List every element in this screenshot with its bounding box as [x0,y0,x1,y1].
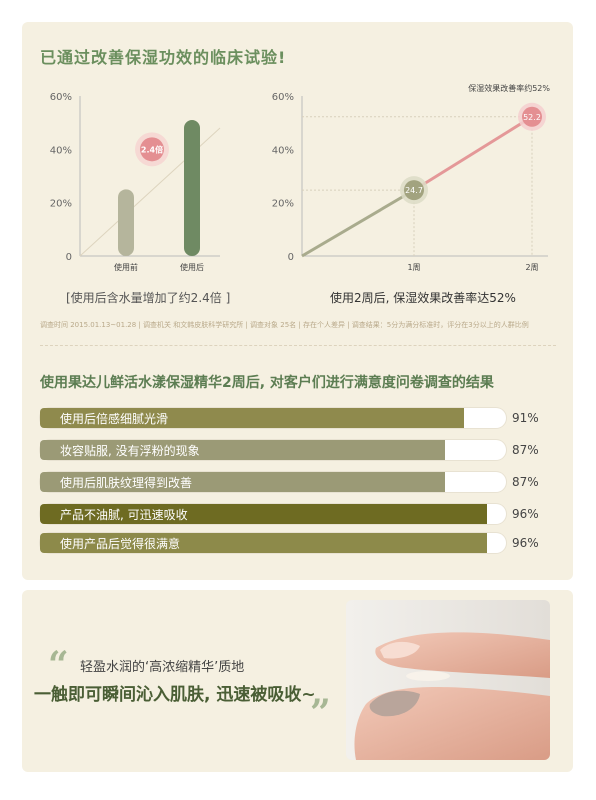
finger-illustration [346,600,550,760]
data-label: 24.7 [405,186,423,195]
survey-bar-row: 使用产品后觉得很满意 [40,533,506,553]
x-tick-label: 2周 [525,263,538,272]
texture-line-2: 一触即可瞬间沁入肌肤, 迅速被吸收~ [34,685,316,705]
improvement-line-chart: 0 20% 40% 60% 1周 2周 24.7 52.2 保湿效果改善率约52% [272,83,551,272]
survey-bar-row: 使用后肌肤纹理得到改善 [40,472,506,492]
bar-label: 使用后肌肤纹理得到改善 [60,476,193,490]
series-line-2 [413,115,533,192]
annotation-label: 2.4倍 [141,144,163,154]
survey-note: 调查时间 2015.01.13~01.28 | 调查机关 和文韩皮肤科学研究所 … [40,321,529,329]
bar [184,120,200,256]
bar-label: 使用产品后觉得很满意 [60,537,181,551]
chart1-caption: [使用后含水量增加了约2.4倍 ] [66,291,231,305]
data-point [522,106,542,127]
bar-label: 使用后倍感细腻光滑 [60,412,169,426]
bar-label: 产品不油腻, 可迅速吸收 [60,508,188,522]
divider [40,345,556,346]
bar-fill [40,533,488,553]
bar-fill [40,504,488,524]
chart2-caption: 使用2周后, 保湿效果改善率达52% [330,291,516,305]
close-quote-icon: ” [310,692,331,734]
data-label: 52.2 [523,113,541,122]
y-tick-label: 20% [50,199,72,210]
texture-line-1: 轻盈水润的‘高浓缩精华’质地 [80,660,245,675]
open-quote-icon: “ [48,644,69,686]
bar-fill [40,408,465,428]
bar [118,189,134,256]
y-tick-label: 40% [272,145,294,156]
bar-percent: 96% [512,536,539,550]
survey-title: 使用果达儿鲜活水漾保湿精华2周后, 对客户们进行满意度问卷调查的结果 [40,375,494,391]
survey-bar-row: 妆容贴服, 没有浮粉的现象 [40,440,506,460]
survey-bar-row: 使用后倍感细腻光滑 [40,408,506,428]
bar-label: 妆容贴服, 没有浮粉的现象 [60,444,200,458]
moisture-bar-chart: 0 20% 40% 60% 使用前 使用后 2.4倍 [50,92,221,272]
bar-fill [40,472,446,492]
bar-percent: 96% [512,507,539,521]
y-tick-label: 20% [272,199,294,210]
y-tick-label: 40% [50,145,72,156]
bar-percent: 87% [512,475,539,489]
finger-product-photo [346,600,550,760]
y-tick-label: 0 [66,252,72,263]
y-tick-label: 60% [50,92,72,103]
y-tick-label: 60% [272,92,294,103]
annotation-circle [140,137,164,162]
bar-percent: 87% [512,443,539,457]
survey-bar-row: 产品不油腻, 可迅速吸收 [40,504,506,524]
series-line-1 [301,188,415,258]
bar-fill [40,440,446,460]
x-tick-label: 1周 [407,263,420,272]
x-tick-label: 使用前 [114,262,138,272]
y-tick-label: 0 [288,252,294,263]
page-title: 已通过改善保湿功效的临床试验! [40,48,287,67]
data-point [404,180,424,201]
x-tick-label: 使用后 [180,262,204,272]
bar-percent: 91% [512,411,539,425]
annotation-label: 保湿效果改善率约52% [468,83,550,93]
